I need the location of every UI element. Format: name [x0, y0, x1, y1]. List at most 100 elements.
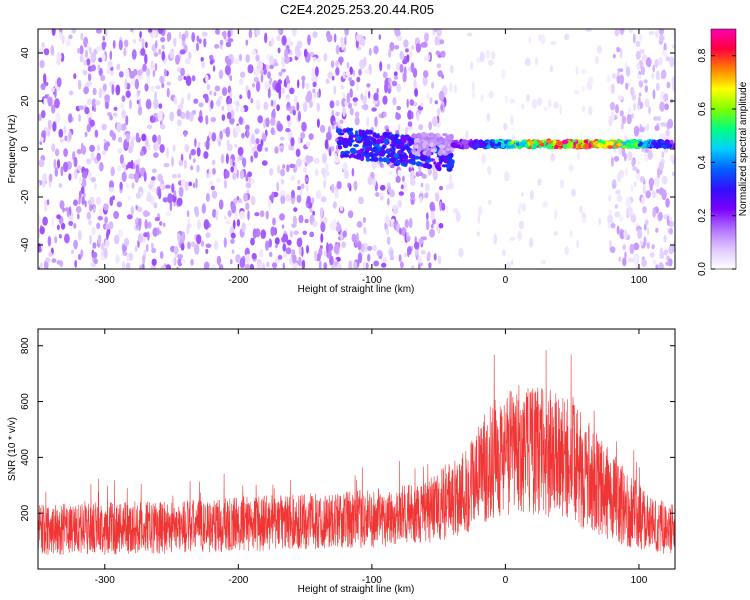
spectrogram-cell — [316, 91, 320, 98]
spectrogram-cell — [362, 131, 367, 137]
spectrogram-cell — [253, 151, 258, 159]
spectrogram-cell — [408, 140, 413, 146]
spectrogram-cell — [151, 247, 157, 254]
spectrogram-cell — [614, 211, 621, 218]
spectrogram-cell — [117, 165, 122, 172]
spectrogram-cell — [635, 262, 639, 269]
spectrogram-cell — [89, 46, 92, 55]
spectrogram-cell — [285, 127, 291, 133]
spectrogram-cell — [192, 109, 197, 115]
spectrogram-cell — [639, 126, 645, 133]
spectrogram-cell — [403, 66, 407, 77]
colorbar-tick-label: 0.6 — [697, 102, 708, 116]
spectrogram-cell — [134, 159, 140, 166]
spectrogram-cell — [124, 237, 130, 247]
spectrogram-cell — [80, 249, 84, 258]
spectrogram-cell — [300, 132, 306, 139]
spectrogram-cell — [311, 197, 315, 205]
spectrogram-cell — [94, 129, 99, 138]
spectrogram-cell — [625, 142, 631, 148]
spectrogram-cell — [210, 117, 217, 123]
spectrogram-cell — [159, 221, 163, 226]
spectrogram-cell — [103, 203, 109, 211]
spectrogram-cell — [543, 107, 548, 111]
spectrogram-cell — [386, 148, 391, 155]
spectrogram-cell — [429, 97, 433, 105]
spectrogram-cell — [261, 133, 267, 142]
colorbar-label: Normalized spectral amplitude — [738, 81, 749, 216]
spectrogram-cell — [102, 83, 107, 92]
spectrogram-cell — [151, 116, 156, 123]
spectrogram-cell — [289, 87, 295, 95]
spectrogram-cell — [221, 31, 226, 37]
spectrogram-cell — [195, 177, 198, 189]
spectrogram-cell — [340, 206, 343, 211]
spectrogram-cell — [247, 89, 251, 100]
spectrogram-cell — [208, 54, 214, 61]
spectrogram-cell — [368, 90, 371, 99]
spectrogram-cell — [618, 145, 622, 156]
spectrogram-cell — [235, 105, 240, 113]
spectrogram-cell — [362, 217, 366, 224]
spectrogram-cell — [171, 183, 175, 194]
spectrogram-cell — [320, 124, 326, 133]
spectrogram-cell — [648, 106, 651, 115]
spectrogram-cell — [270, 226, 276, 237]
spectrogram-cell — [55, 112, 61, 124]
spectrogram-cell — [121, 95, 126, 102]
spectrogram-cell — [118, 39, 123, 51]
spectrogram-x-tick-label: -100 — [362, 275, 382, 286]
spectrogram-cell — [132, 39, 137, 44]
spectrogram-cell — [84, 131, 88, 138]
spectrogram-cell — [254, 212, 260, 217]
spectrogram-cell — [581, 212, 587, 220]
spectrogram-cell — [146, 221, 152, 229]
spectrogram-cell — [422, 76, 428, 86]
spectrogram-cell — [196, 35, 200, 42]
spectrogram-cell — [442, 133, 448, 137]
spectrogram-cell — [213, 91, 217, 97]
spectrogram-cell — [608, 209, 612, 214]
spectrogram-cell — [576, 240, 579, 249]
snr-series-line — [38, 350, 675, 555]
spectrogram-cell — [202, 31, 208, 37]
spectrogram-cell — [137, 90, 141, 95]
spectrogram-cell — [337, 140, 342, 145]
spectrogram-cell — [553, 231, 558, 236]
spectrogram-cell — [98, 57, 103, 63]
spectrogram-cell — [358, 68, 362, 76]
spectrogram-cell — [358, 196, 364, 205]
spectrogram-cell — [40, 83, 46, 91]
spectrogram-cell — [110, 66, 114, 71]
spectrogram-cell — [268, 198, 271, 210]
spectrogram-cell — [144, 219, 148, 230]
spectrogram-cell — [422, 144, 427, 149]
spectrogram-cell — [204, 261, 210, 269]
spectrogram-cell — [39, 59, 45, 69]
spectrogram-cell — [619, 74, 625, 85]
spectrogram-cell — [205, 115, 209, 125]
spectrogram-cell — [489, 142, 495, 148]
spectrogram-cell — [477, 205, 483, 216]
spectrogram-cell — [290, 175, 296, 181]
spectrogram-cell — [233, 58, 239, 65]
spectrogram-cell — [178, 31, 182, 40]
spectrogram-cell — [65, 39, 71, 47]
spectrogram-cell — [173, 96, 178, 105]
spectrogram-cell — [365, 157, 371, 162]
spectrogram-cell — [157, 173, 163, 182]
spectrogram-cell — [145, 211, 151, 217]
spectrogram-cell — [134, 78, 139, 90]
spectrogram-cell — [628, 258, 634, 263]
spectrogram-cell — [436, 166, 442, 171]
spectrogram-cell — [387, 88, 391, 94]
spectrogram-cell — [159, 144, 165, 153]
spectrogram-cell — [629, 243, 635, 255]
spectrogram-cell — [286, 101, 291, 108]
spectrogram-cell — [164, 68, 167, 77]
spectrogram-cell — [660, 140, 665, 144]
spectrogram-cell — [95, 99, 101, 106]
spectrogram-cell — [352, 97, 359, 102]
spectrogram-cell — [314, 66, 319, 77]
spectrogram-cell — [438, 90, 445, 102]
